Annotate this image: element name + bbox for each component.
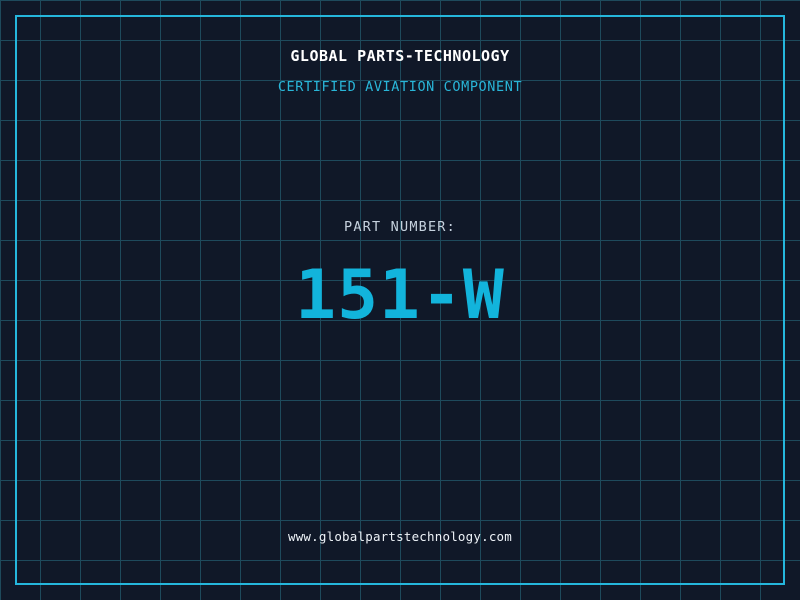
part-number-value: 151-W	[295, 256, 505, 335]
certification-subtitle: CERTIFIED AVIATION COMPONENT	[277, 79, 523, 95]
company-title: GLOBAL PARTS-TECHNOLOGY	[290, 47, 510, 65]
website-footer: www.globalpartstechnology.com	[287, 529, 513, 544]
part-number-label: PART NUMBER:	[344, 219, 456, 235]
